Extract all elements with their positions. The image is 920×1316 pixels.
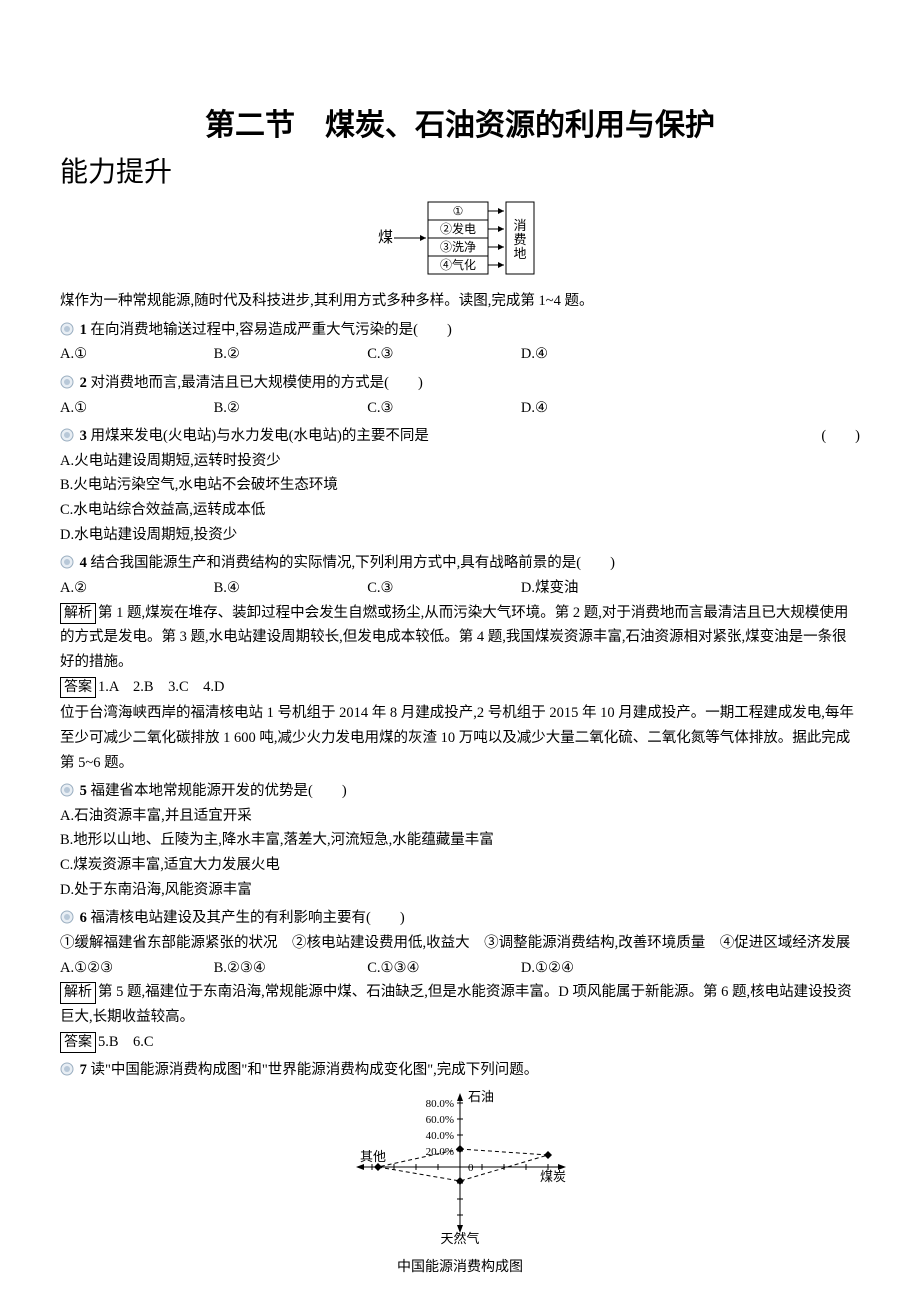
q6-opt-a: A.①②③ [60,956,210,981]
q2-opt-b: B.② [214,396,364,421]
energy-chart-svg: 80.0% 60.0% 40.0% 20.0% 0 石油煤炭天然气 其他 [330,1089,590,1249]
qnum-6: 6 [80,910,87,926]
svg-text:其他: 其他 [360,1149,386,1164]
q2-opt-c: C.③ [367,396,517,421]
svg-text:40.0%: 40.0% [426,1130,454,1142]
qstem-5: 福建省本地常规能源开发的优势是( ) [91,783,347,799]
answer-1: 答案1.A 2.B 3.C 4.D [60,675,860,700]
svg-text:20.0%: 20.0% [426,1146,454,1158]
bullet-icon [60,783,74,797]
answer-label: 答案 [60,677,96,699]
question-2: 2 对消费地而言,最清洁且已大规模使用的方式是( ) A.① B.② C.③ D… [60,371,860,420]
svg-text:80.0%: 80.0% [426,1098,454,1110]
diagram-output-3: 地 [513,246,526,261]
bullet-icon [60,322,74,336]
subtitle: 能力提升 [60,150,860,190]
q4-opt-a: A.② [60,576,210,601]
energy-chart: 80.0% 60.0% 40.0% 20.0% 0 石油煤炭天然气 其他 中国能源消费构成图 [60,1089,860,1276]
answer-label-2: 答案 [60,1032,96,1054]
q4-opt-d: D.煤变油 [521,576,671,601]
q3-tail: ( ) [821,424,860,449]
q5-opt-a: A.石油资源丰富,并且适宜开采 [60,804,860,829]
diagram-row-2: ②发电 [440,221,476,236]
diagram-output-2: 费 [513,232,526,247]
question-7: 7 读"中国能源消费构成图"和"世界能源消费构成变化图",完成下列问题。 [60,1058,860,1083]
diagram-row-4: ④气化 [440,257,476,272]
q3-opt-b: B.火电站污染空气,水电站不会破坏生态环境 [60,473,860,498]
qnum-7: 7 [80,1062,87,1078]
intro-2: 位于台湾海峡西岸的福清核电站 1 号机组于 2014 年 8 月建成投产,2 号… [60,701,860,775]
q3-opt-d: D.水电站建设周期短,投资少 [60,523,860,548]
bullet-icon [60,910,74,924]
q5-opt-d: D.处于东南沿海,风能资源丰富 [60,878,860,903]
analysis-label: 解析 [60,603,96,625]
q1-opt-d: D.④ [521,342,671,367]
q6-opt-b: B.②③④ [214,956,364,981]
question-6: 6 福清核电站建设及其产生的有利影响主要有( ) ①缓解福建省东部能源紧张的状况… [60,906,860,980]
q3-opt-c: C.水电站综合效益高,运转成本低 [60,498,860,523]
analysis-label-2: 解析 [60,982,96,1004]
question-1: 1 在向消费地输送过程中,容易造成严重大气污染的是( ) A.① B.② C.③… [60,318,860,367]
analysis-1-text: 第 1 题,煤炭在堆存、装卸过程中会发生自燃或扬尘,从而污染大气环境。第 2 题… [60,605,848,670]
q6-opt-c: C.①③④ [367,956,517,981]
bullet-icon [60,375,74,389]
q2-opt-d: D.④ [521,396,671,421]
q2-options: A.① B.② C.③ D.④ [60,396,860,421]
qnum-3: 3 [80,428,87,444]
svg-text:石油: 石油 [468,1089,494,1104]
q3-opt-a: A.火电站建设周期短,运转时投资少 [60,449,860,474]
qstem-2: 对消费地而言,最清洁且已大规模使用的方式是( ) [91,375,423,391]
coal-diagram-svg: 煤 ① ②发电 ③洗净 ④气化 消 费 地 [360,198,560,276]
q4-opxcomputer-b: B.④ [214,576,364,601]
analysis-1: 解析第 1 题,煤炭在堆存、装卸过程中会发生自燃或扬尘,从而污染大气环境。第 2… [60,601,860,675]
bullet-icon [60,428,74,442]
answer-2-text: 5.B 6.C [98,1034,154,1050]
svg-text:60.0%: 60.0% [426,1114,454,1126]
energy-chart-caption: 中国能源消费构成图 [60,1256,860,1276]
q5-opt-c: C.煤炭资源丰富,适宜大力发展火电 [60,853,860,878]
svg-text:0: 0 [468,1162,474,1174]
q5-opt-b: B.地形以山地、丘陵为主,降水丰富,落差大,河流短急,水能蕴藏量丰富 [60,828,860,853]
qnum-1: 1 [80,322,87,338]
diagram-row-3: ③洗净 [440,240,476,254]
qnum-5: 5 [80,783,87,799]
intro-1: 煤作为一种常规能源,随时代及科技进步,其利用方式多种多样。读图,完成第 1~4 … [60,289,860,314]
page-root: 第二节 煤炭、石油资源的利用与保护 能力提升 煤 ① ②发电 ③洗净 ④气化 [0,0,920,1316]
q2-opt-a: A.① [60,396,210,421]
bullet-icon [60,1062,74,1076]
diagram-input-label: 煤 [378,229,393,246]
qnum-4: 4 [80,555,87,571]
qnum-2: 2 [80,375,87,391]
svg-text:煤炭: 煤炭 [540,1169,566,1184]
diagram-output-1: 消 [513,218,526,233]
coal-diagram: 煤 ① ②发电 ③洗净 ④气化 消 费 地 [60,198,860,281]
qstem-6: 福清核电站建设及其产生的有利影响主要有( ) [91,910,405,926]
q6-items: ①缓解福建省东部能源紧张的状况 ②核电站建设费用低,收益大 ③调整能源消费结构,… [60,931,860,956]
q6-options: A.①②③ B.②③④ C.①③④ D.①②④ [60,956,860,981]
analysis-2-text: 第 5 题,福建位于东南沿海,常规能源中煤、石油缺乏,但是水能资源丰富。D 项风… [60,984,852,1025]
answer-2: 答案5.B 6.C [60,1030,860,1055]
q1-opt-c: C.③ [367,342,517,367]
qstem-1: 在向消费地输送过程中,容易造成严重大气污染的是( ) [91,322,452,338]
qstem-3: 用煤来发电(火电站)与水力发电(水电站)的主要不同是 [91,428,429,444]
qstem-7: 读"中国能源消费构成图"和"世界能源消费构成变化图",完成下列问题。 [91,1062,539,1078]
q1-opt-b: B.② [214,342,364,367]
qstem-4: 结合我国能源生产和消费结构的实际情况,下列利用方式中,具有战略前景的是( ) [91,555,615,571]
diagram-row-1: ① [453,204,464,218]
analysis-2: 解析第 5 题,福建位于东南沿海,常规能源中煤、石油缺乏,但是水能资源丰富。D … [60,980,860,1029]
question-3: 3 用煤来发电(火电站)与水力发电(水电站)的主要不同是 ( ) A.火电站建设… [60,424,860,547]
question-4: 4 结合我国能源生产和消费结构的实际情况,下列利用方式中,具有战略前景的是( )… [60,551,860,600]
bullet-icon [60,555,74,569]
q4-options: A.② B.④ C.③ D.煤变油 [60,576,860,601]
question-5: 5 福建省本地常规能源开发的优势是( ) A.石油资源丰富,并且适宜开采 B.地… [60,779,860,902]
svg-text:天然气: 天然气 [440,1231,479,1246]
q6-opt-d: D.①②④ [521,956,671,981]
main-title: 第二节 煤炭、石油资源的利用与保护 [60,100,860,144]
q4-opt-c: C.③ [367,576,517,601]
answer-1-text: 1.A 2.B 3.C 4.D [98,679,225,695]
q1-opt-a: A.① [60,342,210,367]
q1-options: A.① B.② C.③ D.④ [60,342,860,367]
